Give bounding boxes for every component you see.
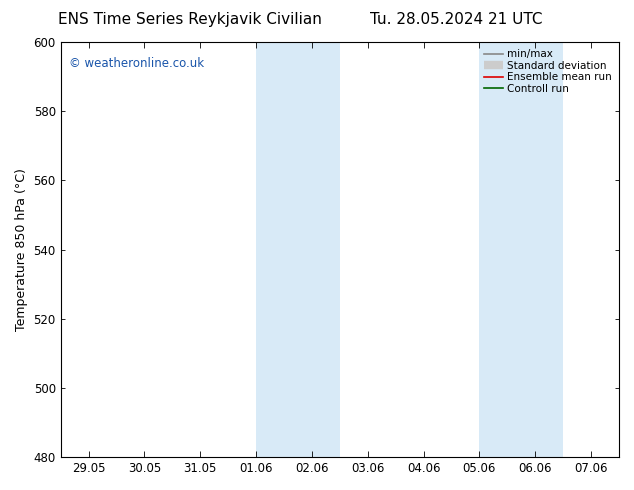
Text: Tu. 28.05.2024 21 UTC: Tu. 28.05.2024 21 UTC xyxy=(370,12,543,27)
Bar xyxy=(284,42,340,457)
Text: ENS Time Series Reykjavik Civilian: ENS Time Series Reykjavik Civilian xyxy=(58,12,322,27)
Text: © weatheronline.co.uk: © weatheronline.co.uk xyxy=(69,56,204,70)
Bar xyxy=(507,42,563,457)
Legend: min/max, Standard deviation, Ensemble mean run, Controll run: min/max, Standard deviation, Ensemble me… xyxy=(482,47,614,96)
Bar xyxy=(256,42,284,457)
Bar xyxy=(479,42,507,457)
Y-axis label: Temperature 850 hPa (°C): Temperature 850 hPa (°C) xyxy=(15,168,28,331)
